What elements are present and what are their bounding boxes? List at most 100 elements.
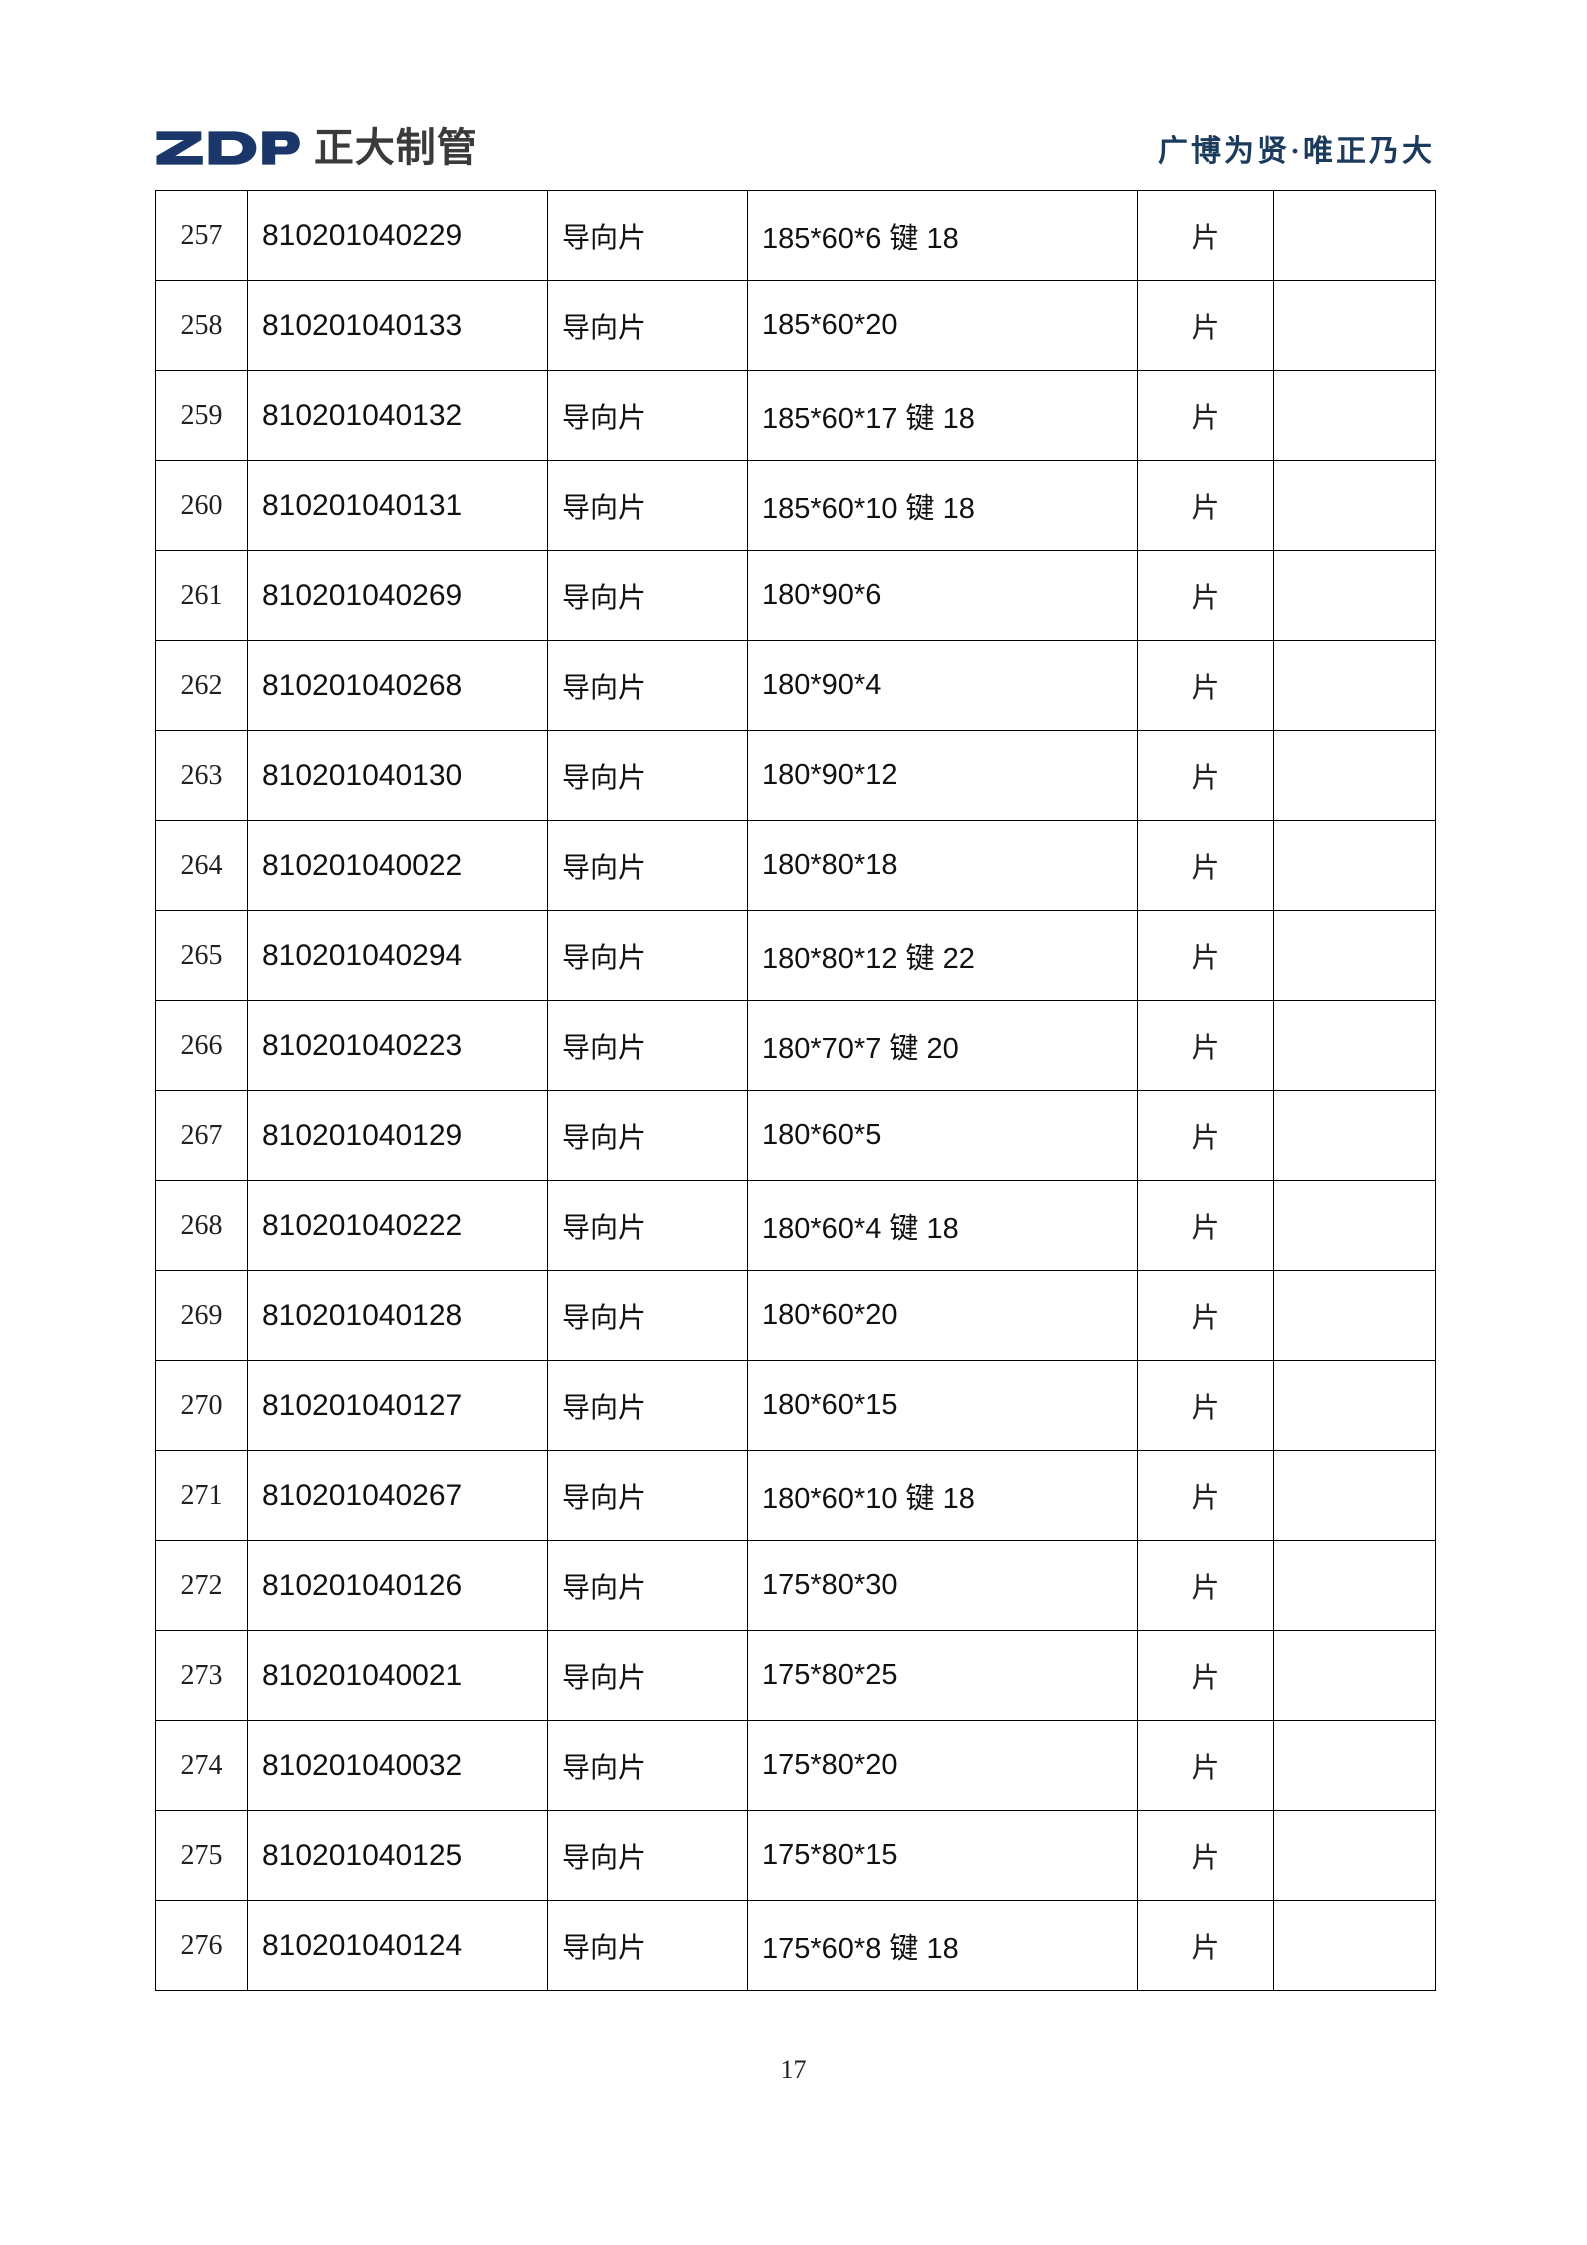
- row-index: 274: [155, 1720, 248, 1811]
- row-spec: 185*60*6 键 18: [747, 190, 1138, 281]
- row-unit: 片: [1137, 280, 1274, 371]
- row-blank: [1273, 190, 1436, 281]
- table-row: 275 810201040125 导向片 175*80*15 片: [155, 1810, 1436, 1901]
- company-name: 正大制管: [313, 126, 478, 170]
- row-blank: [1273, 550, 1436, 641]
- row-index: 257: [155, 190, 248, 281]
- table-row: 261 810201040269 导向片 180*90*6 片: [155, 550, 1436, 641]
- zdp-logo-icon: [156, 131, 300, 165]
- row-spec: 180*60*10 键 18: [747, 1450, 1138, 1541]
- row-blank: [1273, 1180, 1436, 1271]
- row-code: 810201040128: [247, 1270, 548, 1361]
- row-index: 270: [155, 1360, 248, 1451]
- row-blank: [1273, 1540, 1436, 1631]
- row-name: 导向片: [547, 1810, 748, 1901]
- table-row: 268 810201040222 导向片 180*60*4 键 18 片: [155, 1180, 1436, 1271]
- row-name: 导向片: [547, 730, 748, 821]
- row-unit: 片: [1137, 1900, 1274, 1991]
- table-row: 274 810201040032 导向片 175*80*20 片: [155, 1720, 1436, 1811]
- row-name: 导向片: [547, 1000, 748, 1091]
- row-index: 261: [155, 550, 248, 641]
- row-unit: 片: [1137, 1630, 1274, 1721]
- row-code: 810201040223: [247, 1000, 548, 1091]
- row-blank: [1273, 1360, 1436, 1451]
- row-name: 导向片: [547, 1720, 748, 1811]
- row-spec: 180*60*20: [747, 1270, 1138, 1361]
- row-name: 导向片: [547, 820, 748, 911]
- row-spec: 180*90*12: [747, 730, 1138, 821]
- row-code: 810201040222: [247, 1180, 548, 1271]
- table-row: 276 810201040124 导向片 175*60*8 键 18 片: [155, 1900, 1436, 1991]
- row-code: 810201040127: [247, 1360, 548, 1451]
- row-index: 275: [155, 1810, 248, 1901]
- row-name: 导向片: [547, 460, 748, 551]
- row-unit: 片: [1137, 1090, 1274, 1181]
- row-index: 264: [155, 820, 248, 911]
- row-index: 268: [155, 1180, 248, 1271]
- row-spec: 175*80*30: [747, 1540, 1138, 1631]
- page-header: 正大制管 广博为贤·唯正乃大: [155, 118, 1435, 178]
- row-code: 810201040133: [247, 280, 548, 371]
- row-index: 273: [155, 1630, 248, 1721]
- row-unit: 片: [1137, 1180, 1274, 1271]
- table-row: 259 810201040132 导向片 185*60*17 键 18 片: [155, 370, 1436, 461]
- row-blank: [1273, 460, 1436, 551]
- row-spec: 175*80*25: [747, 1630, 1138, 1721]
- row-blank: [1273, 640, 1436, 731]
- row-code: 810201040132: [247, 370, 548, 461]
- row-unit: 片: [1137, 640, 1274, 731]
- row-index: 265: [155, 910, 248, 1001]
- row-unit: 片: [1137, 820, 1274, 911]
- row-code: 810201040032: [247, 1720, 548, 1811]
- row-index: 276: [155, 1900, 248, 1991]
- row-spec: 175*80*20: [747, 1720, 1138, 1811]
- row-code: 810201040124: [247, 1900, 548, 1991]
- row-unit: 片: [1137, 460, 1274, 551]
- page-number: 17: [780, 2055, 807, 2084]
- table-row: 265 810201040294 导向片 180*80*12 键 22 片: [155, 910, 1436, 1001]
- row-blank: [1273, 730, 1436, 821]
- row-code: 810201040125: [247, 1810, 548, 1901]
- row-code: 810201040130: [247, 730, 548, 821]
- row-index: 267: [155, 1090, 248, 1181]
- table-row: 267 810201040129 导向片 180*60*5 片: [155, 1090, 1436, 1181]
- row-unit: 片: [1137, 1360, 1274, 1451]
- row-name: 导向片: [547, 910, 748, 1001]
- table-row: 257 810201040229 导向片 185*60*6 键 18 片: [155, 190, 1436, 281]
- row-spec: 175*80*15: [747, 1810, 1138, 1901]
- row-unit: 片: [1137, 1540, 1274, 1631]
- row-spec: 185*60*10 键 18: [747, 460, 1138, 551]
- row-spec: 175*60*8 键 18: [747, 1900, 1138, 1991]
- row-index: 260: [155, 460, 248, 551]
- row-index: 259: [155, 370, 248, 461]
- row-name: 导向片: [547, 1360, 748, 1451]
- row-spec: 180*80*18: [747, 820, 1138, 911]
- row-code: 810201040229: [247, 190, 548, 281]
- table-row: 272 810201040126 导向片 175*80*30 片: [155, 1540, 1436, 1631]
- row-unit: 片: [1137, 1270, 1274, 1361]
- row-unit: 片: [1137, 1720, 1274, 1811]
- company-tagline: 广博为贤·唯正乃大: [1157, 135, 1435, 168]
- table-row: 266 810201040223 导向片 180*70*7 键 20 片: [155, 1000, 1436, 1091]
- row-blank: [1273, 1900, 1436, 1991]
- table-row: 260 810201040131 导向片 185*60*10 键 18 片: [155, 460, 1436, 551]
- table-row: 273 810201040021 导向片 175*80*25 片: [155, 1630, 1436, 1721]
- row-blank: [1273, 1630, 1436, 1721]
- row-index: 272: [155, 1540, 248, 1631]
- row-unit: 片: [1137, 550, 1274, 641]
- row-spec: 180*90*6: [747, 550, 1138, 641]
- parts-table-body: 257 810201040229 导向片 185*60*6 键 18 片 258…: [155, 190, 1436, 1991]
- row-spec: 185*60*17 键 18: [747, 370, 1138, 461]
- row-index: 262: [155, 640, 248, 731]
- row-code: 810201040131: [247, 460, 548, 551]
- row-code: 810201040269: [247, 550, 548, 641]
- table-row: 270 810201040127 导向片 180*60*15 片: [155, 1360, 1436, 1451]
- row-index: 266: [155, 1000, 248, 1091]
- row-blank: [1273, 1810, 1436, 1901]
- row-code: 810201040126: [247, 1540, 548, 1631]
- row-unit: 片: [1137, 190, 1274, 281]
- table-row: 263 810201040130 导向片 180*90*12 片: [155, 730, 1436, 821]
- row-spec: 180*60*15: [747, 1360, 1138, 1451]
- row-name: 导向片: [547, 370, 748, 461]
